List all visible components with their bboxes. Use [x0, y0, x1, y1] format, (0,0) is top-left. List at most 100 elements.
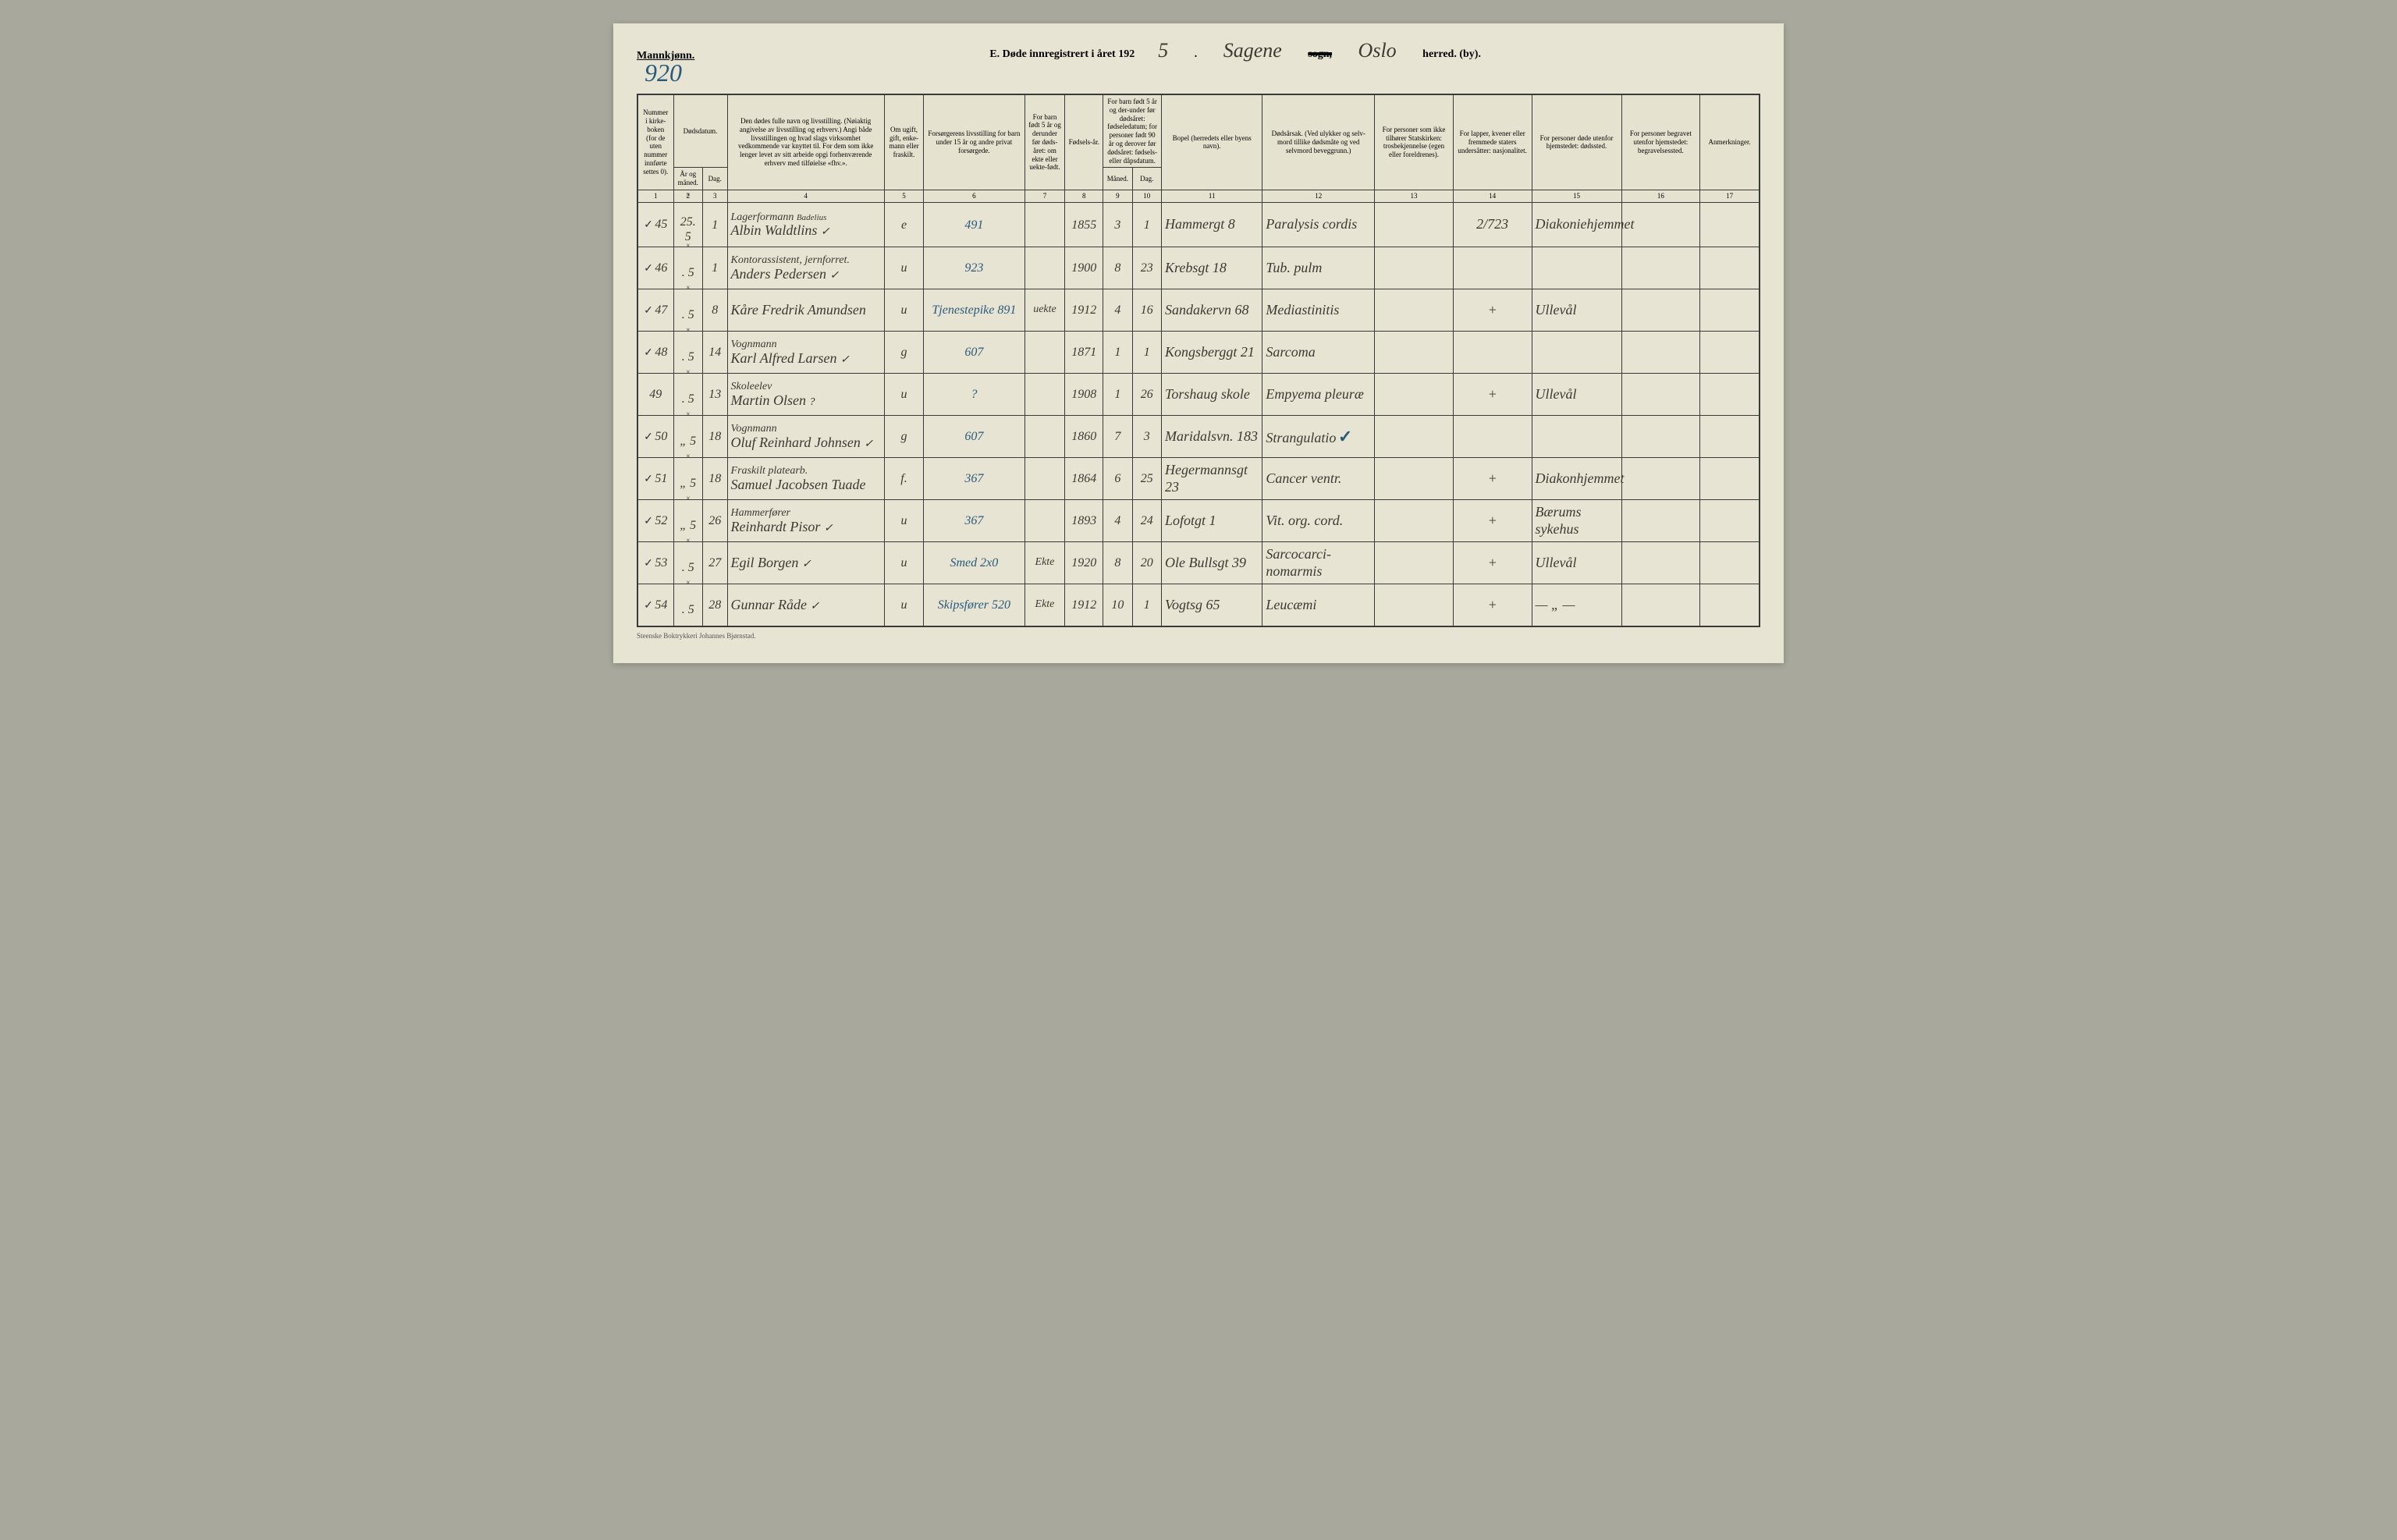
cell-c16 — [1621, 542, 1700, 584]
col-2-ar: År og måned. — [673, 168, 702, 190]
cell-fmnd: 6 — [1103, 458, 1132, 500]
cell-c15: Diakoniehjemmet — [1532, 202, 1621, 247]
col-2-dag: Dag. — [702, 168, 727, 190]
occupation: Hammerfører — [731, 507, 881, 519]
occupation: Skoleelev — [731, 381, 881, 392]
cell-number: ✓ 45 — [637, 202, 673, 247]
cell-c14 — [1453, 332, 1532, 374]
cell-c13 — [1375, 202, 1454, 247]
cell-fdag: 1 — [1132, 332, 1161, 374]
table-row: ✓ 46×. 51 Kontorassistent, jernforret. A… — [637, 247, 1760, 289]
cell-forsorger: 491 — [924, 202, 1024, 247]
cell-fmnd: 8 — [1103, 542, 1132, 584]
cell-c14: + — [1453, 542, 1532, 584]
cell-cause: Paralysis cordis — [1262, 202, 1375, 247]
cell-number: ✓ 46 — [637, 247, 673, 289]
cell-c15 — [1532, 416, 1621, 458]
cell-fdag: 20 — [1132, 542, 1161, 584]
deceased-name: Anders Pedersen ✓ — [731, 267, 881, 282]
row-number: 47 — [655, 303, 667, 317]
cell-c13 — [1375, 247, 1454, 289]
row-number: 48 — [655, 346, 667, 359]
table-row: ✓ 51×„ 518 Fraskilt platearb. Samuel Jac… — [637, 458, 1760, 500]
cell-c15: Bærums sykehus — [1532, 500, 1621, 542]
cell-ekte — [1024, 332, 1065, 374]
col-10-dag: Dag. — [1132, 168, 1161, 190]
cell-c16 — [1621, 500, 1700, 542]
deceased-name: Albin Waldtlins ✓ — [731, 223, 881, 239]
cell-cause: Tub. pulm — [1262, 247, 1375, 289]
cell-c14 — [1453, 247, 1532, 289]
cell-forsorger: 607 — [924, 332, 1024, 374]
deceased-name: Reinhardt Pisor ✓ — [731, 520, 881, 535]
col-1-header: Nummer i kirke-boken (for de uten nummer… — [637, 94, 673, 190]
ledger-page: Mannkjønn. E. Døde innregistrert i året … — [613, 23, 1784, 663]
cell-dag: 14 — [702, 332, 727, 374]
cell-dag: 13 — [702, 374, 727, 416]
cell-number: ✓ 48 — [637, 332, 673, 374]
cell-forsorger: 923 — [924, 247, 1024, 289]
colnum-3: 3 — [702, 190, 727, 202]
cell-c15 — [1532, 332, 1621, 374]
cell-fdag: 26 — [1132, 374, 1161, 416]
cell-c13 — [1375, 584, 1454, 626]
cell-bopel: Ole Bullsgt 39 — [1161, 542, 1262, 584]
cell-dag: 8 — [702, 289, 727, 332]
cell-c15: Ullevål — [1532, 542, 1621, 584]
cell-marital: u — [884, 500, 923, 542]
colnum-8: 8 — [1065, 190, 1103, 202]
cell-ekte — [1024, 500, 1065, 542]
cell-bopel: Lofotgt 1 — [1161, 500, 1262, 542]
cell-c17 — [1700, 202, 1760, 247]
colnum-10: 10 — [1132, 190, 1161, 202]
cell-bopel: Vogtsg 65 — [1161, 584, 1262, 626]
cell-marital: u — [884, 584, 923, 626]
cell-bopel: Sandakervn 68 — [1161, 289, 1262, 332]
cell-ekte — [1024, 247, 1065, 289]
cell-number: ✓ 53 — [637, 542, 673, 584]
col-12-header: Dødsårsak. (Ved ulykker og selv-mord til… — [1262, 94, 1375, 190]
cell-ekte: uekte — [1024, 289, 1065, 332]
cell-name: Kontorassistent, jernforret. Anders Pede… — [727, 247, 884, 289]
cell-c13 — [1375, 289, 1454, 332]
cell-c14: + — [1453, 374, 1532, 416]
cell-marital: e — [884, 202, 923, 247]
colnum-4: 4 — [727, 190, 884, 202]
cell-c14 — [1453, 416, 1532, 458]
col-9-10-header: For barn født 5 år og der-under før døds… — [1103, 94, 1162, 168]
col-14-header: For lapper, kvener eller fremmede stater… — [1453, 94, 1532, 190]
table-head: Nummer i kirke-boken (for de uten nummer… — [637, 94, 1760, 202]
cell-c17 — [1700, 332, 1760, 374]
table-row: ✓ 48×. 514 Vognmann Karl Alfred Larsen ✓… — [637, 332, 1760, 374]
parish-name: Sagene — [1200, 39, 1305, 62]
cell-c16 — [1621, 416, 1700, 458]
deceased-name: Martin Olsen ? — [731, 393, 881, 409]
cell-ekte — [1024, 374, 1065, 416]
cell-fdag: 1 — [1132, 202, 1161, 247]
table-row: ✓ 45×25. 51 Lagerformann Badelius Albin … — [637, 202, 1760, 247]
cell-bopel: Hegermannsgt 23 — [1161, 458, 1262, 500]
col-8-header: Fødsels-år. — [1065, 94, 1103, 190]
cell-fmnd: 1 — [1103, 374, 1132, 416]
cell-forsorger: 367 — [924, 458, 1024, 500]
row-check-icon: ✓ — [644, 474, 653, 485]
colnum-15: 15 — [1532, 190, 1621, 202]
cell-fdag: 3 — [1132, 416, 1161, 458]
cell-dag: 28 — [702, 584, 727, 626]
cell-c13 — [1375, 374, 1454, 416]
cell-number: ✓ 52 — [637, 500, 673, 542]
cell-ar: ×25. 5 — [673, 202, 702, 247]
cell-faar: 1871 — [1065, 332, 1103, 374]
row-number: 45 — [655, 218, 667, 231]
table-body: ✓ 45×25. 51 Lagerformann Badelius Albin … — [637, 202, 1760, 626]
cell-c17 — [1700, 500, 1760, 542]
col-2-header: Dødsdatum. — [673, 94, 727, 168]
deceased-name: Egil Borgen ✓ — [731, 555, 881, 571]
cell-c16 — [1621, 247, 1700, 289]
cell-c13 — [1375, 542, 1454, 584]
cell-c14: 2/723 — [1453, 202, 1532, 247]
cell-c17 — [1700, 542, 1760, 584]
cell-bopel: Torshaug skole — [1161, 374, 1262, 416]
cell-name: Hammerfører Reinhardt Pisor ✓ — [727, 500, 884, 542]
cell-c15: Ullevål — [1532, 289, 1621, 332]
